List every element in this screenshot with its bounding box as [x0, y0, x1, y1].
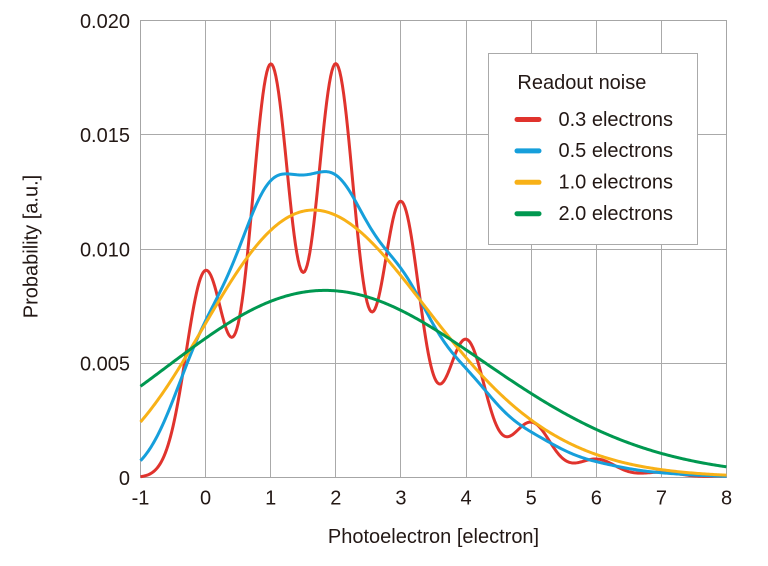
svg-text:8: 8 [721, 488, 732, 510]
svg-text:2.0 electrons: 2.0 electrons [559, 203, 674, 225]
svg-text:-1: -1 [132, 488, 150, 510]
svg-text:Readout noise: Readout noise [517, 72, 646, 94]
svg-text:1.0 electrons: 1.0 electrons [559, 172, 674, 194]
svg-text:0.020: 0.020 [80, 11, 130, 33]
svg-text:Probability [a.u.]: Probability [a.u.] [21, 175, 43, 318]
svg-text:6: 6 [591, 488, 602, 510]
svg-text:1: 1 [265, 488, 276, 510]
svg-text:0: 0 [200, 488, 211, 510]
svg-text:0.015: 0.015 [80, 125, 130, 147]
svg-text:5: 5 [526, 488, 537, 510]
svg-text:4: 4 [461, 488, 472, 510]
svg-text:0.010: 0.010 [80, 239, 130, 261]
svg-text:7: 7 [656, 488, 667, 510]
svg-text:3: 3 [395, 488, 406, 510]
svg-text:0.3 electrons: 0.3 electrons [559, 109, 674, 131]
svg-text:0.5 electrons: 0.5 electrons [559, 140, 674, 162]
svg-text:Photoelectron [electron]: Photoelectron [electron] [328, 526, 539, 548]
svg-text:2: 2 [330, 488, 341, 510]
svg-text:0.005: 0.005 [80, 354, 130, 376]
svg-text:0: 0 [119, 468, 130, 490]
